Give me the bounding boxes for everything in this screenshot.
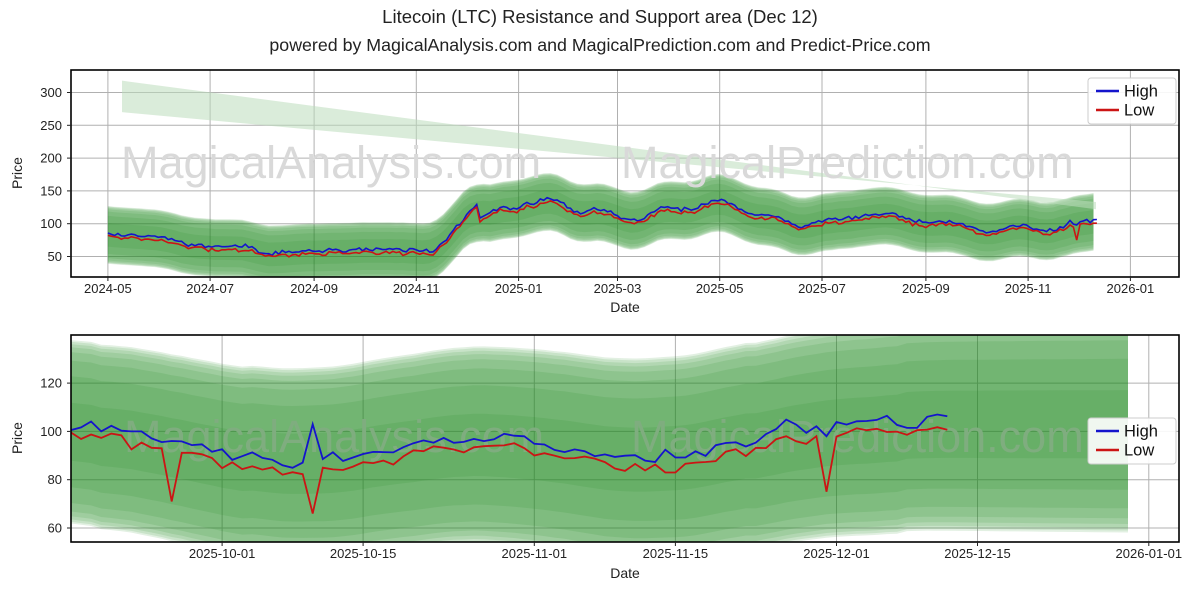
svg-text:2025-05: 2025-05 bbox=[696, 281, 744, 296]
svg-text:2026-01-01: 2026-01-01 bbox=[1116, 546, 1183, 561]
svg-text:2025-12-15: 2025-12-15 bbox=[944, 546, 1011, 561]
svg-text:2025-09: 2025-09 bbox=[902, 281, 950, 296]
svg-text:250: 250 bbox=[40, 118, 62, 133]
svg-text:300: 300 bbox=[40, 85, 62, 100]
svg-text:50: 50 bbox=[48, 249, 62, 264]
svg-text:2026-01: 2026-01 bbox=[1107, 281, 1155, 296]
svg-text:MagicalPrediction.com: MagicalPrediction.com bbox=[621, 137, 1074, 188]
svg-text:Low: Low bbox=[1124, 102, 1154, 120]
svg-text:Low: Low bbox=[1124, 442, 1154, 460]
svg-text:powered by MagicalAnalysis.com: powered by MagicalAnalysis.com and Magic… bbox=[269, 35, 930, 55]
svg-text:2024-09: 2024-09 bbox=[290, 281, 338, 296]
svg-text:150: 150 bbox=[40, 183, 62, 198]
svg-text:Date: Date bbox=[610, 565, 640, 581]
svg-text:100: 100 bbox=[40, 216, 62, 231]
svg-text:Date: Date bbox=[610, 299, 640, 315]
svg-text:120: 120 bbox=[40, 376, 62, 391]
svg-text:2024-05: 2024-05 bbox=[84, 281, 132, 296]
svg-text:MagicalAnalysis.com: MagicalAnalysis.com bbox=[121, 137, 541, 188]
svg-text:2024-11: 2024-11 bbox=[393, 281, 440, 296]
svg-text:High: High bbox=[1124, 83, 1158, 101]
svg-text:2025-10-01: 2025-10-01 bbox=[189, 546, 256, 561]
svg-text:High: High bbox=[1124, 423, 1158, 441]
svg-text:2025-11-15: 2025-11-15 bbox=[643, 546, 709, 561]
svg-text:MagicalPrediction.com: MagicalPrediction.com bbox=[631, 411, 1084, 462]
svg-text:200: 200 bbox=[40, 151, 62, 166]
svg-text:60: 60 bbox=[48, 521, 62, 536]
svg-text:2025-03: 2025-03 bbox=[594, 281, 642, 296]
svg-text:Litecoin (LTC) Resistance and: Litecoin (LTC) Resistance and Support ar… bbox=[382, 6, 818, 27]
svg-text:2025-01: 2025-01 bbox=[495, 281, 543, 296]
svg-text:2025-10-15: 2025-10-15 bbox=[330, 546, 397, 561]
svg-text:2025-11: 2025-11 bbox=[1005, 281, 1052, 296]
svg-text:Price: Price bbox=[9, 422, 25, 454]
svg-text:2025-07: 2025-07 bbox=[798, 281, 846, 296]
svg-text:2025-11-01: 2025-11-01 bbox=[502, 546, 568, 561]
svg-text:2024-07: 2024-07 bbox=[186, 281, 234, 296]
svg-text:80: 80 bbox=[48, 472, 62, 487]
svg-text:Price: Price bbox=[9, 157, 25, 189]
svg-text:2025-12-01: 2025-12-01 bbox=[803, 546, 870, 561]
svg-text:100: 100 bbox=[40, 424, 62, 439]
